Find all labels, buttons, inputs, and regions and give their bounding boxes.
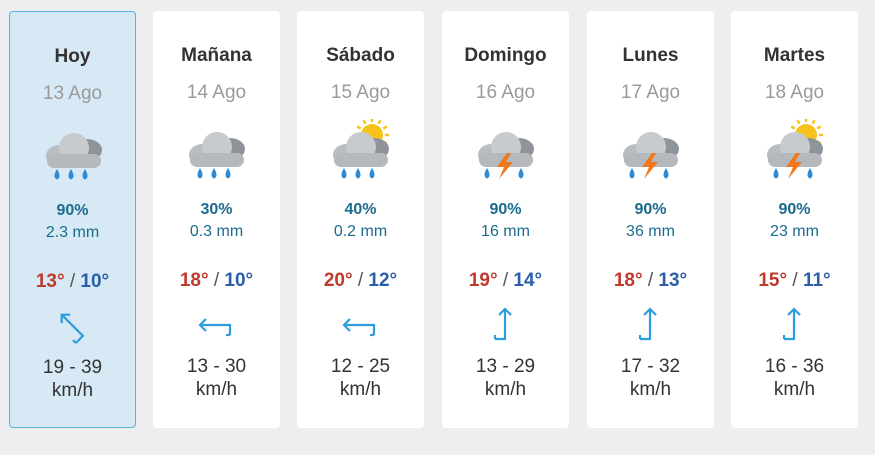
temperatures: 18° / 10° xyxy=(153,270,280,292)
wind-unit: km/h xyxy=(629,379,672,400)
day-name: Martes xyxy=(763,45,826,66)
day-card[interactable]: Lunes 17 Ago 90% 36 mm 18° / 13° 17 - 32 km/h xyxy=(587,11,714,428)
day-date: 16 Ago xyxy=(475,82,536,103)
rain-amount: 23 mm xyxy=(770,223,819,240)
weather-icon xyxy=(46,133,102,180)
day-name: Domingo xyxy=(464,45,547,66)
rain-probability: 90% xyxy=(489,201,522,218)
rain-amount: 0.2 mm xyxy=(333,223,388,240)
max-temp: 18° xyxy=(613,270,643,291)
wind-speed: 13 - 30 xyxy=(186,356,247,377)
wind-direction-icon xyxy=(60,313,85,344)
rain-amount: 2.3 mm xyxy=(45,224,100,241)
temperatures: 13° / 10° xyxy=(10,271,135,293)
rain-amount: 0.3 mm xyxy=(189,223,244,240)
day-card[interactable]: Mañana 14 Ago 30% 0.3 mm 18° / 10° 13 - 30 km/… xyxy=(153,11,280,428)
min-temp: 13° xyxy=(658,270,688,291)
day-date: 18 Ago xyxy=(764,82,825,103)
day-date: 17 Ago xyxy=(620,82,681,103)
wind-direction-icon xyxy=(198,318,232,337)
wind-unit: km/h xyxy=(195,379,238,400)
weather-icon xyxy=(333,119,389,179)
day-card[interactable]: Domingo 16 Ago 90% 16 mm 19° / 14° 13 - 29 km/… xyxy=(442,11,569,428)
min-temp: 14° xyxy=(513,270,543,291)
day-card[interactable]: Sábado 15 Ago 40% 0.2 mm 20° / 12° 12 - 25 km/… xyxy=(297,11,424,428)
day-name: Lunes xyxy=(622,45,679,66)
temp-separator: / xyxy=(213,270,220,291)
min-temp: 12° xyxy=(368,270,398,291)
lightning xyxy=(786,153,802,179)
temp-separator: / xyxy=(502,270,509,291)
cloud xyxy=(189,132,245,167)
wind-speed: 13 - 29 xyxy=(475,356,536,377)
rain-probability: 90% xyxy=(634,201,667,218)
temperatures: 19° / 14° xyxy=(442,270,569,292)
min-temp: 10° xyxy=(224,270,254,291)
temp-separator: / xyxy=(792,270,798,291)
weather-icon xyxy=(767,119,823,179)
min-temp: 11° xyxy=(802,270,831,291)
wind-speed: 19 - 39 xyxy=(42,357,103,378)
max-temp: 15° xyxy=(758,270,788,291)
rain-amount: 16 mm xyxy=(481,223,530,240)
temp-separator: / xyxy=(647,270,654,291)
cloud xyxy=(46,133,102,168)
rain-amount: 36 mm xyxy=(626,223,675,240)
weather-icon xyxy=(189,132,245,179)
max-temp: 13° xyxy=(35,271,65,292)
wind-speed: 16 - 36 xyxy=(764,356,825,377)
day-name: Sábado xyxy=(326,45,395,66)
day-date: 14 Ago xyxy=(186,82,247,103)
lightning xyxy=(497,153,513,179)
temp-separator: / xyxy=(357,270,364,291)
min-temp: 10° xyxy=(80,271,110,292)
wind-unit: km/h xyxy=(51,380,94,401)
weather-icon xyxy=(478,132,534,179)
wind-unit: km/h xyxy=(773,379,816,400)
day-card[interactable]: Martes 18 Ago 90% 23 mm 15° / 11° 16 - 36 km/h xyxy=(731,11,858,428)
wind-speed: 17 - 32 xyxy=(620,356,681,377)
temperatures: 18° / 13° xyxy=(587,270,714,292)
max-temp: 18° xyxy=(179,270,209,291)
wind-unit: km/h xyxy=(484,379,527,400)
lightning xyxy=(642,153,658,179)
wind-direction-icon xyxy=(638,307,657,341)
rain-probability: 90% xyxy=(778,201,811,218)
wind-direction-icon xyxy=(493,307,512,341)
wind-unit: km/h xyxy=(339,379,382,400)
day-name: Mañana xyxy=(181,45,252,66)
temperatures: 20° / 12° xyxy=(297,270,424,292)
wind-direction-icon xyxy=(782,307,801,341)
wind-direction-icon xyxy=(342,318,376,337)
cloud xyxy=(623,132,679,167)
max-temp: 20° xyxy=(323,270,353,291)
max-temp: 19° xyxy=(468,270,498,291)
wind-speed: 12 - 25 xyxy=(330,356,391,377)
rain-probability: 40% xyxy=(344,201,377,218)
cloud xyxy=(333,132,389,167)
weather-icon xyxy=(623,132,679,179)
rain-probability: 90% xyxy=(56,202,89,219)
temperatures: 15° / 11° xyxy=(731,270,858,292)
rain-probability: 30% xyxy=(200,201,233,218)
day-date: 15 Ago xyxy=(330,82,391,103)
day-date: 13 Ago xyxy=(42,83,103,104)
day-name: Hoy xyxy=(54,46,91,67)
day-card[interactable]: Hoy 13 Ago 90% 2.3 mm 13° / 10° 19 - 39 km/h xyxy=(9,11,136,428)
temp-separator: / xyxy=(69,271,76,292)
